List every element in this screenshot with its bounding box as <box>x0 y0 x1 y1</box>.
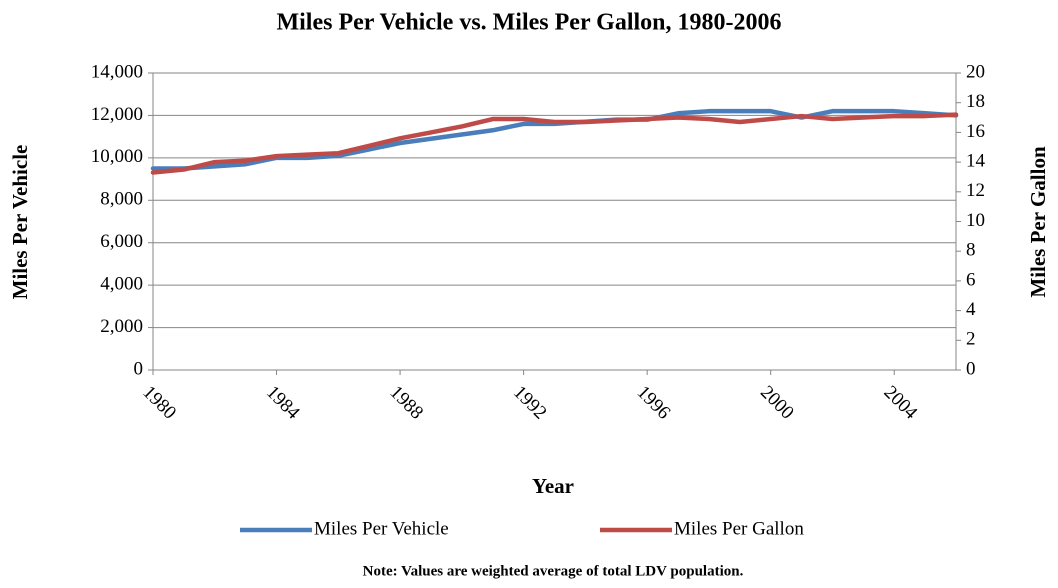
y2-tick-label: 10 <box>966 210 985 231</box>
chart-title: Miles Per Vehicle vs. Miles Per Gallon, … <box>276 10 781 36</box>
y-axis-label: Miles Per Vehicle <box>8 145 32 300</box>
y-tick-label: 6,000 <box>100 231 143 252</box>
y2-tick-label: 0 <box>966 358 976 379</box>
y-tick-label: 10,000 <box>91 146 143 167</box>
y2-tick-label: 20 <box>966 61 985 82</box>
x-tick-label: 1996 <box>633 382 675 424</box>
legend-label: Miles Per Vehicle <box>314 518 449 539</box>
x-tick-label: 1984 <box>262 382 304 424</box>
series-line <box>150 112 959 175</box>
y-tick-label: 0 <box>134 358 144 379</box>
y2-tick-label: 4 <box>966 299 976 320</box>
x-tick-label: 1988 <box>385 382 427 424</box>
y-tick-label: 2,000 <box>100 316 143 337</box>
note: Note: Values are weighted average of tot… <box>363 563 744 579</box>
y-tick-label: 4,000 <box>100 274 143 295</box>
y2-tick-label: 6 <box>966 269 976 290</box>
x-tick-label: 2000 <box>756 382 798 424</box>
x-axis-label: Year <box>532 474 574 498</box>
x-tick-label: 1980 <box>138 382 180 424</box>
y2-tick-label: 18 <box>966 91 985 112</box>
x-tick-label: 1992 <box>509 382 551 424</box>
y2-tick-label: 2 <box>966 329 976 350</box>
legend-label: Miles Per Gallon <box>674 518 804 539</box>
y-tick-label: 8,000 <box>100 189 143 210</box>
y2-tick-label: 8 <box>966 240 976 261</box>
y2-axis-label: Miles Per Gallon <box>1026 146 1050 298</box>
y2-tick-label: 12 <box>966 180 985 201</box>
y-tick-label: 14,000 <box>91 61 143 82</box>
y2-tick-label: 16 <box>966 121 985 142</box>
y-tick-label: 12,000 <box>91 104 143 125</box>
x-tick-label: 2004 <box>880 382 922 424</box>
y2-tick-label: 14 <box>966 150 986 171</box>
